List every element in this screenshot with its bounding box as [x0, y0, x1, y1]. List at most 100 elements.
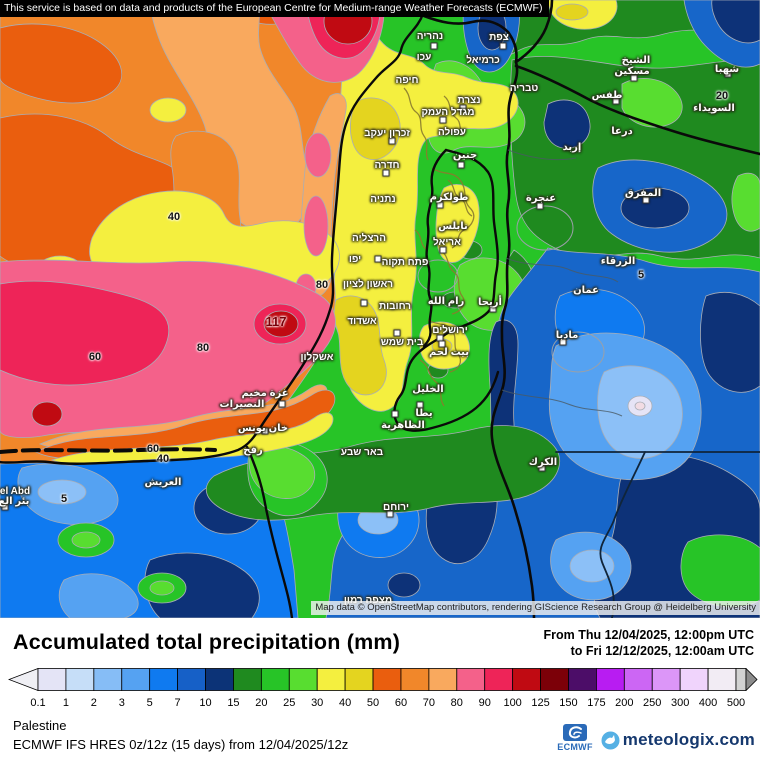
- city-marker: [430, 42, 438, 50]
- ecmwf-logo-label: ECMWF: [557, 742, 593, 752]
- scale-tick: 500: [726, 697, 746, 709]
- contour-label: 80: [315, 279, 329, 291]
- city-marker: [388, 137, 396, 145]
- city-label: نابلس: [438, 221, 468, 232]
- scale-tick: 10: [199, 697, 212, 709]
- city-label: جنين: [452, 150, 478, 161]
- city-marker: [360, 299, 368, 307]
- city-label: יפו: [348, 254, 362, 265]
- meteologix-logo-icon: [601, 731, 620, 749]
- contour-label: 5: [60, 493, 68, 505]
- scale-tick: 70: [422, 697, 435, 709]
- city-marker: [538, 464, 546, 472]
- city-label: טבריה: [509, 83, 539, 94]
- city-label: درعا: [611, 126, 633, 137]
- scale-tick: 50: [366, 697, 380, 709]
- city-label: זכרון יעקב: [364, 128, 410, 139]
- city-label: כרמיאל: [466, 55, 500, 66]
- city-label: ירושלים: [432, 325, 468, 336]
- scale-tick: 60: [394, 697, 408, 709]
- scale-tick: 5: [146, 697, 153, 709]
- city-label: بئر الع: [0, 496, 30, 507]
- contour-label: 40: [167, 211, 181, 223]
- city-label: פתח תקוה: [381, 257, 429, 268]
- city-label: אריאל: [433, 237, 461, 248]
- city-label: רחובות: [378, 301, 412, 312]
- city-label: אשדוד: [347, 316, 377, 327]
- scale-tick: 20: [255, 697, 268, 709]
- city-label: الخليل: [412, 384, 444, 395]
- scale-tick: 150: [559, 697, 578, 709]
- forecast-period-from: From Thu 12/04/2025, 12:00pm UTC: [543, 628, 755, 642]
- city-label: رام الله: [427, 296, 465, 307]
- city-marker: [642, 196, 650, 204]
- city-label: הרצליה: [352, 233, 386, 244]
- ecmwf-logo[interactable]: ECMWF: [557, 724, 593, 752]
- city-marker: [439, 116, 447, 124]
- city-marker: [438, 340, 446, 348]
- city-label: עפולה: [438, 127, 466, 138]
- contour-label: 60: [88, 351, 102, 363]
- contour-label: 60: [146, 443, 160, 455]
- city-label: الشيخ: [621, 55, 651, 66]
- city-marker: [393, 329, 401, 337]
- city-marker: [724, 70, 732, 78]
- scale-tick: 1: [62, 697, 69, 709]
- city-label: خان يونس: [237, 423, 289, 434]
- city-label: الزرقاء: [600, 256, 636, 267]
- scale-tick: 100: [503, 697, 522, 709]
- city-marker: [457, 161, 465, 169]
- scale-tick: 7: [174, 697, 181, 709]
- city-label: מצפה רמון: [344, 595, 392, 606]
- map-attribution: Map data © OpenStreetMap contributors, r…: [311, 601, 760, 615]
- scale-tick: 3: [118, 697, 125, 709]
- city-label: مادبا: [555, 330, 579, 341]
- city-marker: [559, 338, 567, 346]
- scale-tick: 25: [283, 697, 296, 709]
- city-label: נהריה: [416, 31, 444, 42]
- forecast-period-to: to Fri 12/12/2025, 12:00am UTC: [570, 644, 754, 659]
- scale-tick: 40: [338, 697, 352, 709]
- forecast-period: From Thu 12/04/2025, 12:00pm UTC to Fri …: [544, 627, 755, 660]
- scale-tick: 125: [531, 697, 550, 709]
- meteologix-brand-text: meteologix.com: [622, 730, 755, 749]
- contour-label: 40: [156, 453, 170, 465]
- scale-tick: 90: [478, 697, 491, 709]
- legend-title: Accumulated total precipitation (mm): [13, 630, 401, 654]
- city-label: בית שמש: [380, 337, 424, 348]
- ecmwf-logo-icon: [563, 724, 588, 741]
- city-label: يطا: [415, 408, 433, 419]
- precipitation-field-canvas: [0, 0, 760, 618]
- scale-tick: 80: [450, 697, 463, 709]
- contour-max-label: 117: [265, 314, 287, 329]
- city-label: طفس: [591, 90, 623, 101]
- legend-panel: Accumulated total precipitation (mm) Fro…: [0, 618, 760, 760]
- logo-area: ECMWF meteologix.com: [557, 724, 755, 752]
- model-run-label: ECMWF IFS HRES 0z/12z (15 days) from 12/…: [13, 737, 349, 752]
- city-label: חדרה: [374, 160, 400, 171]
- city-label: נתניה: [370, 194, 396, 205]
- contour-label: 80: [196, 342, 210, 354]
- color-scale-bar: [8, 668, 758, 691]
- city-label: شهبا: [714, 64, 740, 75]
- city-label: عنجرة: [525, 193, 557, 204]
- city-label: الكرك: [528, 457, 558, 468]
- city-label: מגדל העמק: [421, 107, 475, 118]
- city-label: المفرق: [624, 188, 662, 199]
- city-label: עכו: [416, 52, 432, 63]
- scale-tick: 400: [698, 697, 718, 709]
- service-banner: This service is based on data and produc…: [0, 0, 550, 17]
- city-label: אשקלון: [300, 352, 334, 363]
- city-label: النصيرات: [219, 399, 265, 410]
- city-label: באר שבע: [340, 447, 384, 458]
- city-label: חיפה: [395, 75, 419, 86]
- region-label: Palestine: [13, 718, 67, 733]
- meteologix-brand[interactable]: meteologix.com: [601, 730, 755, 750]
- color-scale-ticks: 0.1 1 2 3 5 7 10 15 20 25 30 40 50 60 70 80 90 100 125 150 1…: [0, 697, 760, 711]
- city-label: ירוחם: [382, 502, 410, 513]
- city-marker: [382, 169, 390, 177]
- city-marker: [261, 427, 269, 435]
- scale-tick: 300: [670, 697, 690, 709]
- city-marker: [612, 97, 620, 105]
- scale-tick: 250: [643, 697, 662, 709]
